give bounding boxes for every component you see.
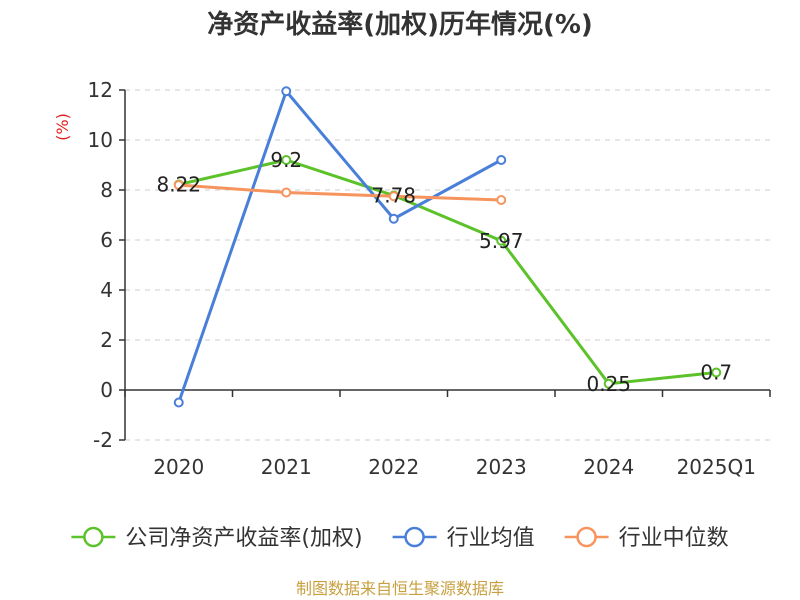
legend[interactable]: 公司净资产收益率(加权) 行业均值 行业中位数 [71, 526, 729, 551]
y-tick-label: 8 [100, 178, 113, 202]
y-tick-label: 4 [100, 278, 113, 302]
y-tick-label: -2 [93, 428, 113, 452]
legend-marker-swatch [576, 526, 597, 548]
data-point[interactable] [281, 155, 292, 165]
legend-marker-swatch [83, 526, 104, 548]
data-point[interactable] [388, 191, 399, 202]
legend-label: 行业中位数 [619, 526, 729, 551]
legend-item-industry-median[interactable]: 行业中位数 [564, 526, 729, 551]
data-label: 9.2 [270, 148, 302, 172]
series-lines [173, 86, 722, 408]
series-line-industry-median [177, 183, 503, 202]
x-tick-label: 2025Q1 [677, 455, 756, 479]
x-tick-label: 2024 [583, 455, 634, 479]
y-tick-label: 10 [88, 128, 113, 152]
legend-label: 公司净资产收益率(加权) [125, 526, 362, 551]
data-point[interactable] [711, 367, 722, 378]
data-point[interactable] [388, 213, 399, 224]
data-point[interactable] [281, 187, 292, 198]
y-tick-label: 6 [100, 228, 113, 252]
gridlines [125, 89, 770, 441]
data-label: 5.97 [479, 229, 524, 253]
chart-title: 净资产收益率(加权)历年情况(%) [207, 9, 593, 40]
data-point[interactable] [603, 378, 614, 389]
axes: -2 0 2 4 6 8 10 12 2020 2021 2022 2023 2024 2025Q1 [88, 78, 771, 479]
data-label: 0.7 [700, 361, 732, 385]
data-point[interactable] [173, 180, 184, 190]
data-label: 7.78 [371, 184, 416, 208]
legend-label: 行业均值 [447, 526, 535, 551]
data-point[interactable] [281, 86, 292, 97]
y-tick-label: 2 [100, 328, 113, 352]
y-tick-label: 0 [100, 378, 113, 402]
data-label: 8.22 [156, 173, 201, 197]
legend-item-industry-mean[interactable]: 行业均值 [392, 526, 535, 551]
x-tick-label: 2021 [261, 455, 312, 479]
data-point[interactable] [173, 397, 184, 408]
x-tick-label: 2022 [368, 455, 419, 479]
data-point[interactable] [496, 235, 507, 246]
data-labels: 8.22 9.2 7.78 5.97 0.25 0.7 [156, 148, 732, 396]
data-label: 0.25 [586, 372, 631, 396]
x-tick-label: 2020 [153, 455, 204, 479]
series-line-industry-mean [177, 89, 503, 404]
series-line-company-roe [177, 158, 718, 386]
source-note: 制图数据来自恒生聚源数据库 [296, 579, 504, 598]
data-point[interactable] [496, 155, 507, 165]
legend-marker-swatch [404, 526, 425, 548]
data-point[interactable] [496, 195, 507, 205]
y-axis-label: (%) [53, 113, 72, 141]
x-tick-label: 2023 [476, 455, 527, 479]
y-tick-label: 12 [88, 78, 113, 102]
legend-item-company-roe[interactable]: 公司净资产收益率(加权) [71, 526, 363, 551]
